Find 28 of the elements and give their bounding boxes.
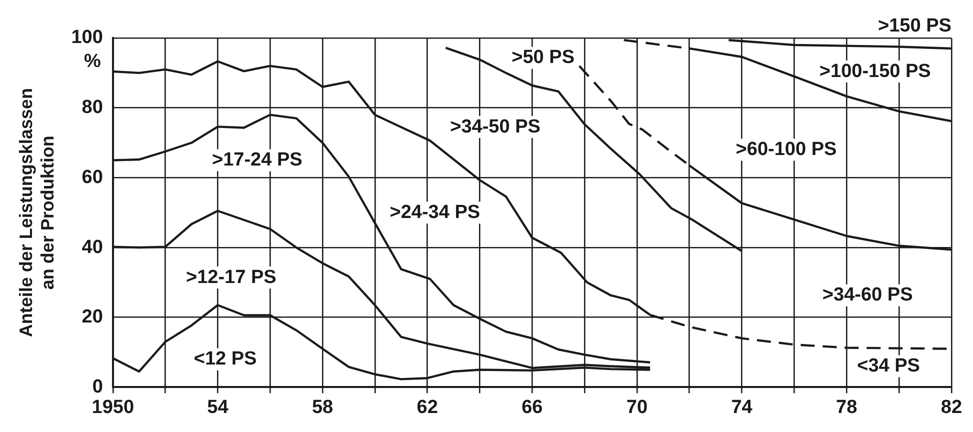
x-tick-label: 82 [940, 396, 962, 418]
text: % [84, 51, 101, 72]
x-tick-label: 1950 [92, 396, 134, 418]
y-tick-label: 60 [82, 166, 103, 188]
annotation: <34 PS [857, 355, 920, 376]
x-tick-label: 78 [836, 396, 858, 418]
annotation: >34-50 PS [450, 116, 540, 138]
x-tick-label: 62 [416, 396, 438, 418]
x-tick-label: 58 [312, 396, 334, 418]
y-tick-label: 40 [82, 236, 103, 258]
y-tick-label: 100 [71, 27, 103, 48]
text: >150 PS [878, 16, 952, 37]
annotation: >60-100 PS [736, 138, 837, 160]
y-tick-label: 20 [82, 306, 103, 328]
annotation: <12 PS [194, 348, 257, 370]
x-tick-label: 66 [522, 396, 543, 418]
x-tick-label: 70 [626, 396, 648, 418]
annotation: >50 PS [512, 47, 574, 68]
annotation: >12-17 PS [186, 266, 276, 288]
y-tick-label: 0 [92, 376, 103, 398]
y-tick-label: 80 [82, 97, 103, 118]
x-tick-label: 54 [207, 396, 229, 418]
annotation: >34-60 PS [822, 284, 913, 306]
annotation: >17-24 PS [212, 149, 302, 170]
y-axis-title: Anteile der Leistungsklassen an der Produktion [16, 88, 58, 338]
x-tick-label: 74 [731, 396, 753, 418]
annotation: >24-34 PS [390, 202, 480, 223]
annotation: >100-150 PS [819, 60, 931, 82]
